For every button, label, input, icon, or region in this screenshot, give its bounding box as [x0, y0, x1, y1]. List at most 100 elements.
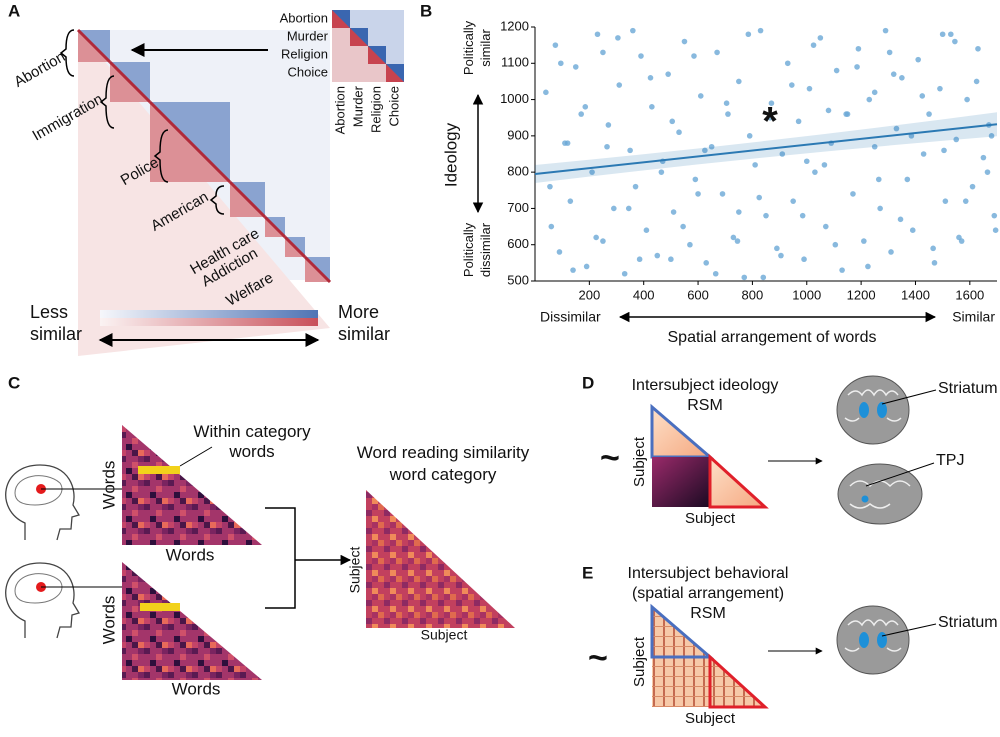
point — [600, 238, 606, 244]
point — [861, 238, 867, 244]
point — [866, 96, 873, 103]
y-tick-label: 600 — [507, 236, 529, 251]
block-diag — [148, 100, 232, 184]
axis-label: Words — [99, 461, 118, 510]
point — [668, 256, 674, 263]
point — [630, 27, 636, 34]
point — [734, 238, 741, 244]
inset-cell — [332, 64, 350, 82]
point — [763, 212, 769, 219]
point — [708, 143, 715, 150]
point — [567, 198, 574, 204]
point — [616, 82, 623, 88]
point — [543, 89, 549, 96]
point — [714, 49, 720, 56]
point — [975, 45, 981, 52]
point — [810, 42, 817, 48]
inset-cell — [350, 46, 368, 64]
point — [558, 60, 564, 67]
point — [956, 234, 962, 241]
point — [669, 118, 676, 125]
point — [589, 169, 595, 175]
region-label: TPJ — [936, 452, 964, 469]
point — [799, 212, 806, 219]
point — [741, 274, 748, 281]
point — [904, 176, 911, 183]
bracket — [153, 129, 169, 183]
point — [670, 209, 677, 215]
point — [941, 147, 947, 154]
point — [850, 191, 856, 197]
y-axis-label: Ideology — [441, 122, 460, 187]
point — [877, 205, 883, 212]
inset-cell — [386, 28, 404, 46]
point — [779, 151, 786, 157]
inset-diag — [350, 28, 368, 46]
region-label: Striatum — [938, 380, 998, 397]
point — [605, 122, 612, 128]
point — [839, 267, 845, 273]
label-line: Politically — [461, 20, 476, 75]
point — [806, 85, 813, 92]
point — [578, 111, 584, 117]
output-title: Word reading similarity word category — [357, 443, 530, 484]
point — [572, 64, 579, 70]
point — [919, 93, 926, 99]
legend-high: More similar — [338, 302, 390, 344]
inset-col-label: Religion — [368, 86, 383, 133]
point — [621, 270, 628, 277]
x-tick-label: 600 — [687, 287, 709, 302]
point — [890, 71, 897, 77]
label-line: (spatial arrangement) — [632, 585, 784, 602]
inset-col-label: Murder — [350, 85, 365, 127]
y-tick-label: 1200 — [500, 18, 529, 33]
point — [854, 64, 860, 70]
rsm-lower — [708, 653, 769, 709]
x-annotation-left: Dissimilar — [540, 309, 601, 325]
brain-sagittal — [837, 463, 923, 525]
inset-row-label: Choice — [288, 64, 328, 79]
axis-label: Words — [172, 679, 221, 698]
panel-letter: E — [582, 563, 593, 582]
point — [582, 104, 589, 110]
annotation-line — [179, 446, 213, 467]
point — [768, 100, 775, 106]
point — [937, 85, 943, 92]
point — [654, 252, 661, 259]
inset-row-label: Abortion — [280, 10, 328, 25]
inset-diag — [386, 64, 404, 82]
brain-folds — [844, 619, 902, 652]
point — [825, 107, 832, 114]
leader — [865, 462, 935, 487]
point — [795, 118, 802, 125]
label-line: Word reading similarity — [357, 443, 530, 462]
trend-line — [534, 123, 998, 175]
x-axis-label: Spatial arrangement of words — [668, 329, 877, 346]
roi — [877, 632, 887, 648]
axis-label: Words — [99, 596, 118, 645]
label-line: Less — [30, 302, 68, 322]
point — [594, 31, 601, 38]
point — [680, 223, 686, 230]
point — [942, 198, 949, 204]
panel-letter: C — [8, 373, 20, 392]
label-line: Intersubject behavioral — [628, 565, 789, 582]
point — [676, 129, 682, 136]
point — [723, 100, 730, 106]
point — [643, 227, 650, 233]
point — [897, 216, 904, 223]
label-line: More — [338, 302, 379, 322]
inset-cell — [332, 28, 350, 46]
point — [702, 147, 708, 154]
point — [719, 191, 726, 197]
axis-label: Subject — [421, 627, 468, 643]
point — [615, 35, 621, 41]
point — [725, 111, 731, 117]
x-tick-label: 1200 — [847, 287, 876, 302]
point — [803, 158, 810, 165]
point — [593, 234, 599, 241]
region-label: Striatum — [938, 614, 998, 631]
point — [909, 227, 916, 233]
block-diag — [76, 28, 112, 64]
